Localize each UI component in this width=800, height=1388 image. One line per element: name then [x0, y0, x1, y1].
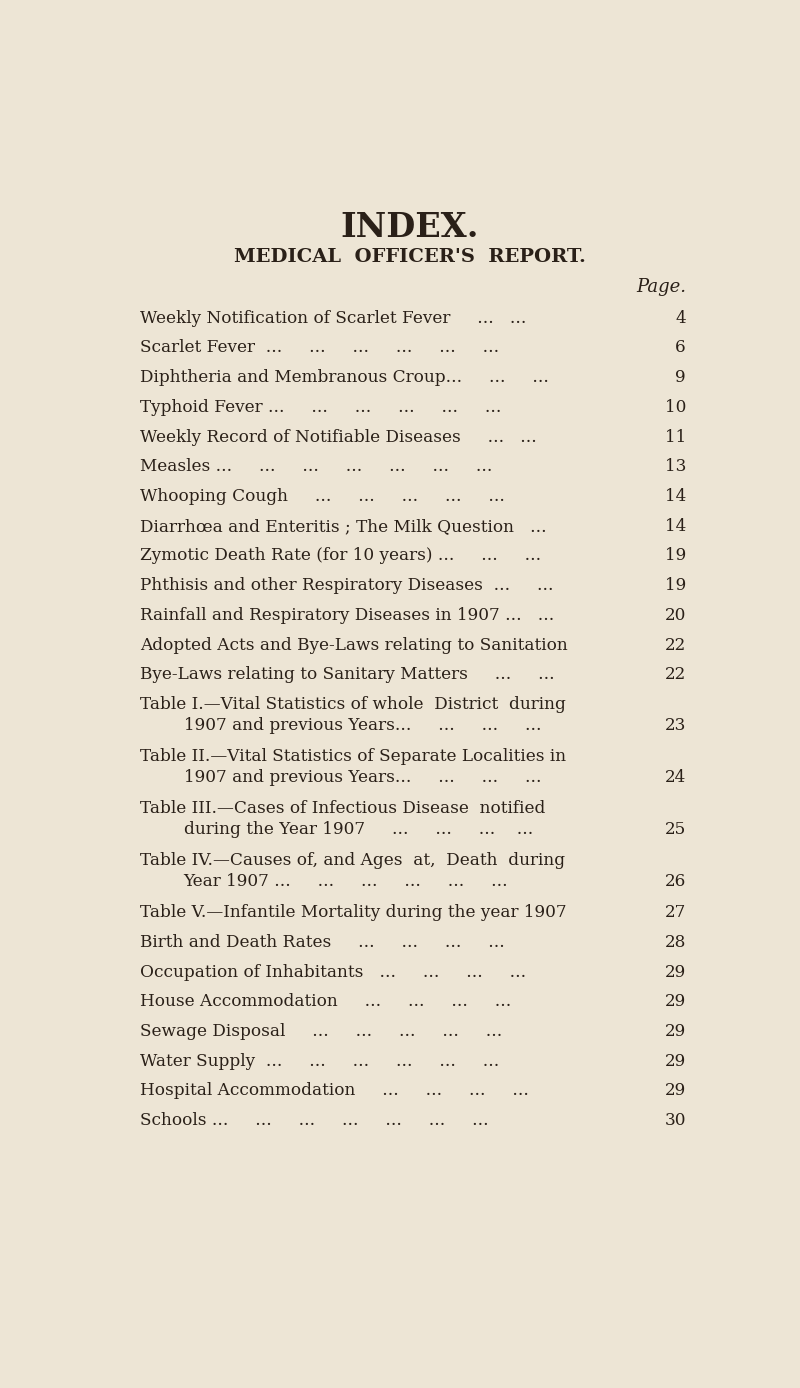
- Text: Adopted Acts and Bye-Laws relating to Sanitation: Adopted Acts and Bye-Laws relating to Sa…: [140, 637, 568, 654]
- Text: Occupation of Inhabitants   ...     ...     ...     ...: Occupation of Inhabitants ... ... ... ..…: [140, 963, 526, 980]
- Text: 29: 29: [665, 963, 686, 980]
- Text: 29: 29: [665, 1023, 686, 1040]
- Text: 29: 29: [665, 994, 686, 1010]
- Text: Typhoid Fever ...     ...     ...     ...     ...     ...: Typhoid Fever ... ... ... ... ... ...: [140, 398, 502, 416]
- Text: Table IV.—Causes of, and Ages  at,  Death  during: Table IV.—Causes of, and Ages at, Death …: [140, 852, 566, 869]
- Text: Page.: Page.: [636, 278, 686, 296]
- Text: Diphtheria and Membranous Croup...     ...     ...: Diphtheria and Membranous Croup... ... .…: [140, 369, 549, 386]
- Text: Phthisis and other Respiratory Diseases  ...     ...: Phthisis and other Respiratory Diseases …: [140, 577, 554, 594]
- Text: 27: 27: [665, 904, 686, 922]
- Text: 28: 28: [665, 934, 686, 951]
- Text: Table V.—Infantile Mortality during the year 1907: Table V.—Infantile Mortality during the …: [140, 904, 567, 922]
- Text: Weekly Notification of Scarlet Fever     ...   ...: Weekly Notification of Scarlet Fever ...…: [140, 310, 526, 326]
- Text: INDEX.: INDEX.: [341, 211, 479, 244]
- Text: 24: 24: [665, 769, 686, 786]
- Text: during the Year 1907     ...     ...     ...    ...: during the Year 1907 ... ... ... ...: [184, 820, 533, 838]
- Text: Measles ...     ...     ...     ...     ...     ...     ...: Measles ... ... ... ... ... ... ...: [140, 458, 493, 475]
- Text: Water Supply  ...     ...     ...     ...     ...     ...: Water Supply ... ... ... ... ... ...: [140, 1052, 499, 1070]
- Text: Whooping Cough     ...     ...     ...     ...     ...: Whooping Cough ... ... ... ... ...: [140, 489, 505, 505]
- Text: 6: 6: [675, 340, 686, 357]
- Text: Table II.—Vital Statistics of Separate Localities in: Table II.—Vital Statistics of Separate L…: [140, 748, 566, 765]
- Text: 11: 11: [665, 429, 686, 446]
- Text: 29: 29: [665, 1083, 686, 1099]
- Text: Zymotic Death Rate (for 10 years) ...     ...     ...: Zymotic Death Rate (for 10 years) ... ..…: [140, 547, 542, 565]
- Text: 22: 22: [665, 666, 686, 683]
- Text: Diarrhœa and Enteritis ; The Milk Question   ...: Diarrhœa and Enteritis ; The Milk Questi…: [140, 518, 547, 534]
- Text: Year 1907 ...     ...     ...     ...     ...     ...: Year 1907 ... ... ... ... ... ...: [184, 873, 508, 890]
- Text: 26: 26: [665, 873, 686, 890]
- Text: 14: 14: [665, 518, 686, 534]
- Text: 29: 29: [665, 1052, 686, 1070]
- Text: 14: 14: [665, 489, 686, 505]
- Text: 20: 20: [665, 607, 686, 625]
- Text: 13: 13: [665, 458, 686, 475]
- Text: Sewage Disposal     ...     ...     ...     ...     ...: Sewage Disposal ... ... ... ... ...: [140, 1023, 502, 1040]
- Text: 4: 4: [675, 310, 686, 326]
- Text: 1907 and previous Years...     ...     ...     ...: 1907 and previous Years... ... ... ...: [184, 716, 542, 734]
- Text: 19: 19: [665, 547, 686, 565]
- Text: 23: 23: [665, 716, 686, 734]
- Text: Hospital Accommodation     ...     ...     ...     ...: Hospital Accommodation ... ... ... ...: [140, 1083, 529, 1099]
- Text: MEDICAL  OFFICER'S  REPORT.: MEDICAL OFFICER'S REPORT.: [234, 248, 586, 265]
- Text: House Accommodation     ...     ...     ...     ...: House Accommodation ... ... ... ...: [140, 994, 511, 1010]
- Text: 25: 25: [665, 820, 686, 838]
- Text: 30: 30: [664, 1112, 686, 1128]
- Text: Rainfall and Respiratory Diseases in 1907 ...   ...: Rainfall and Respiratory Diseases in 190…: [140, 607, 554, 625]
- Text: Bye-Laws relating to Sanitary Matters     ...     ...: Bye-Laws relating to Sanitary Matters ..…: [140, 666, 555, 683]
- Text: Scarlet Fever  ...     ...     ...     ...     ...     ...: Scarlet Fever ... ... ... ... ... ...: [140, 340, 499, 357]
- Text: Schools ...     ...     ...     ...     ...     ...     ...: Schools ... ... ... ... ... ... ...: [140, 1112, 489, 1128]
- Text: 10: 10: [665, 398, 686, 416]
- Text: 1907 and previous Years...     ...     ...     ...: 1907 and previous Years... ... ... ...: [184, 769, 542, 786]
- Text: Weekly Record of Notifiable Diseases     ...   ...: Weekly Record of Notifiable Diseases ...…: [140, 429, 537, 446]
- Text: 22: 22: [665, 637, 686, 654]
- Text: Table III.—Cases of Infectious Disease  notified: Table III.—Cases of Infectious Disease n…: [140, 799, 546, 818]
- Text: 19: 19: [665, 577, 686, 594]
- Text: 9: 9: [675, 369, 686, 386]
- Text: Table I.—Vital Statistics of whole  District  during: Table I.—Vital Statistics of whole Distr…: [140, 695, 566, 713]
- Text: Birth and Death Rates     ...     ...     ...     ...: Birth and Death Rates ... ... ... ...: [140, 934, 505, 951]
